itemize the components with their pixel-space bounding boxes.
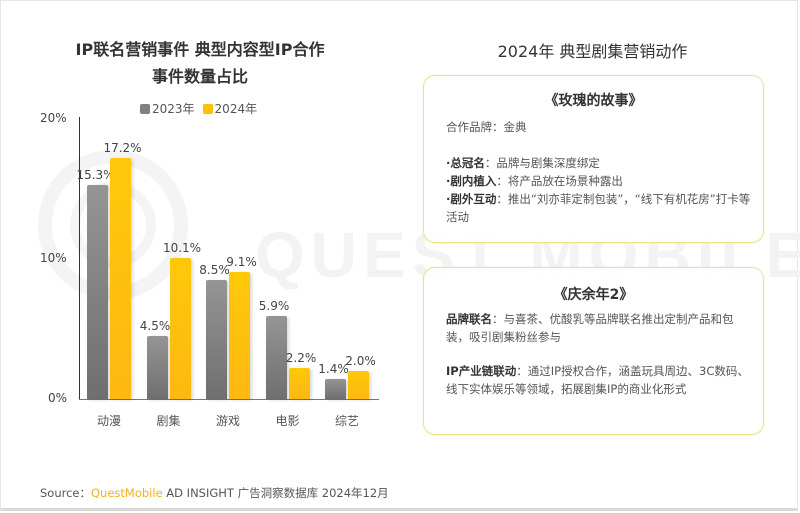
x-tick-label: 电影 xyxy=(275,414,300,428)
bar-2024年-游戏 xyxy=(229,271,250,399)
y-tick-0: 0% xyxy=(48,391,68,405)
bar-value-label: 15.3% xyxy=(76,167,115,182)
bar-value-label: 2.0% xyxy=(345,354,376,368)
bar-value-label: 2.2% xyxy=(285,351,317,366)
x-tick-label: 剧集 xyxy=(156,414,181,428)
bar-value-label: 17.2% xyxy=(103,141,142,156)
bar-2024年-动漫 xyxy=(110,158,131,399)
right-panel-title: 2024年 典型剧集营销动作 xyxy=(497,42,688,61)
card-item: IP产业链联动：通过IP授权合作，涵盖玩具周边、3C数码、线下实体娱乐等领域，拓… xyxy=(446,364,749,396)
legend-item-2023: 2023年 xyxy=(140,100,195,117)
bar-2024年-综艺 xyxy=(348,371,369,399)
bar-value-label: 8.5% xyxy=(199,263,230,277)
bar-2024年-电影 xyxy=(288,368,310,399)
bar-2023年-剧集 xyxy=(146,336,168,399)
card-item: ·剧外互动：推出“刘亦菲定制包装”，“线下有机花房”打卡等活动 xyxy=(446,192,751,224)
card-item: ·总冠名：品牌与剧集深度绑定 xyxy=(446,156,600,170)
x-tick-label: 综艺 xyxy=(334,414,359,428)
card-joy-of-life-2: 《庆余年2》 品牌联名：与喜茶、优酸乳等品牌联名推出定制产品和包装，吸引剧集粉丝… xyxy=(423,267,764,435)
bar-2023年-游戏 xyxy=(206,280,227,399)
card-rose-story: 《玫瑰的故事》 合作品牌：金典 ·总冠名：品牌与剧集深度绑定 ·剧内植入：将产品… xyxy=(423,75,764,243)
x-axis xyxy=(79,399,379,400)
card-item: 品牌联名：与喜茶、优酸乳等品牌联名推出定制产品和包装，吸引剧集粉丝参与 xyxy=(446,312,734,344)
source-brand: QuestMobile xyxy=(91,486,163,500)
y-tick-20: 20% xyxy=(40,111,67,125)
y-tick-10: 10% xyxy=(40,251,67,265)
legend-swatch-yellow-icon xyxy=(202,104,213,114)
card-brand-line: 合作品牌：金典 xyxy=(446,120,527,134)
x-tick-label: 动漫 xyxy=(96,414,121,428)
bar-value-label: 5.9% xyxy=(258,299,290,314)
chart-title-line2: 事件数量占比 xyxy=(151,67,248,86)
bar-value-label: 9.1% xyxy=(226,254,257,269)
legend-swatch-gray-icon xyxy=(140,104,150,114)
bar-value-label: 10.1% xyxy=(162,240,202,255)
bar-2023年-综艺 xyxy=(325,379,346,399)
bar-value-label: 1.4% xyxy=(318,362,349,377)
bar-2023年-电影 xyxy=(265,316,287,399)
bar-value-label: 4.5% xyxy=(139,319,171,333)
x-tick-label: 游戏 xyxy=(215,414,240,428)
source-note: Source：QuestMobile AD INSIGHT 广告洞察数据库 20… xyxy=(40,486,389,500)
card-item: ·剧内植入：将产品放在场景种露出 xyxy=(446,174,623,188)
legend-item-2024: 2024年 xyxy=(202,100,257,117)
y-axis xyxy=(79,117,80,400)
chart-title-line1: IP联名营销事件 典型内容型IP合作 xyxy=(75,40,325,59)
bar-2023年-动漫 xyxy=(87,184,108,399)
bar-2024年-剧集 xyxy=(169,257,191,399)
card-title: 《庆余年2》 xyxy=(553,287,634,303)
card-title: 《玫瑰的故事》 xyxy=(544,93,643,109)
chart-legend: 2023年 2024年 xyxy=(140,100,257,117)
